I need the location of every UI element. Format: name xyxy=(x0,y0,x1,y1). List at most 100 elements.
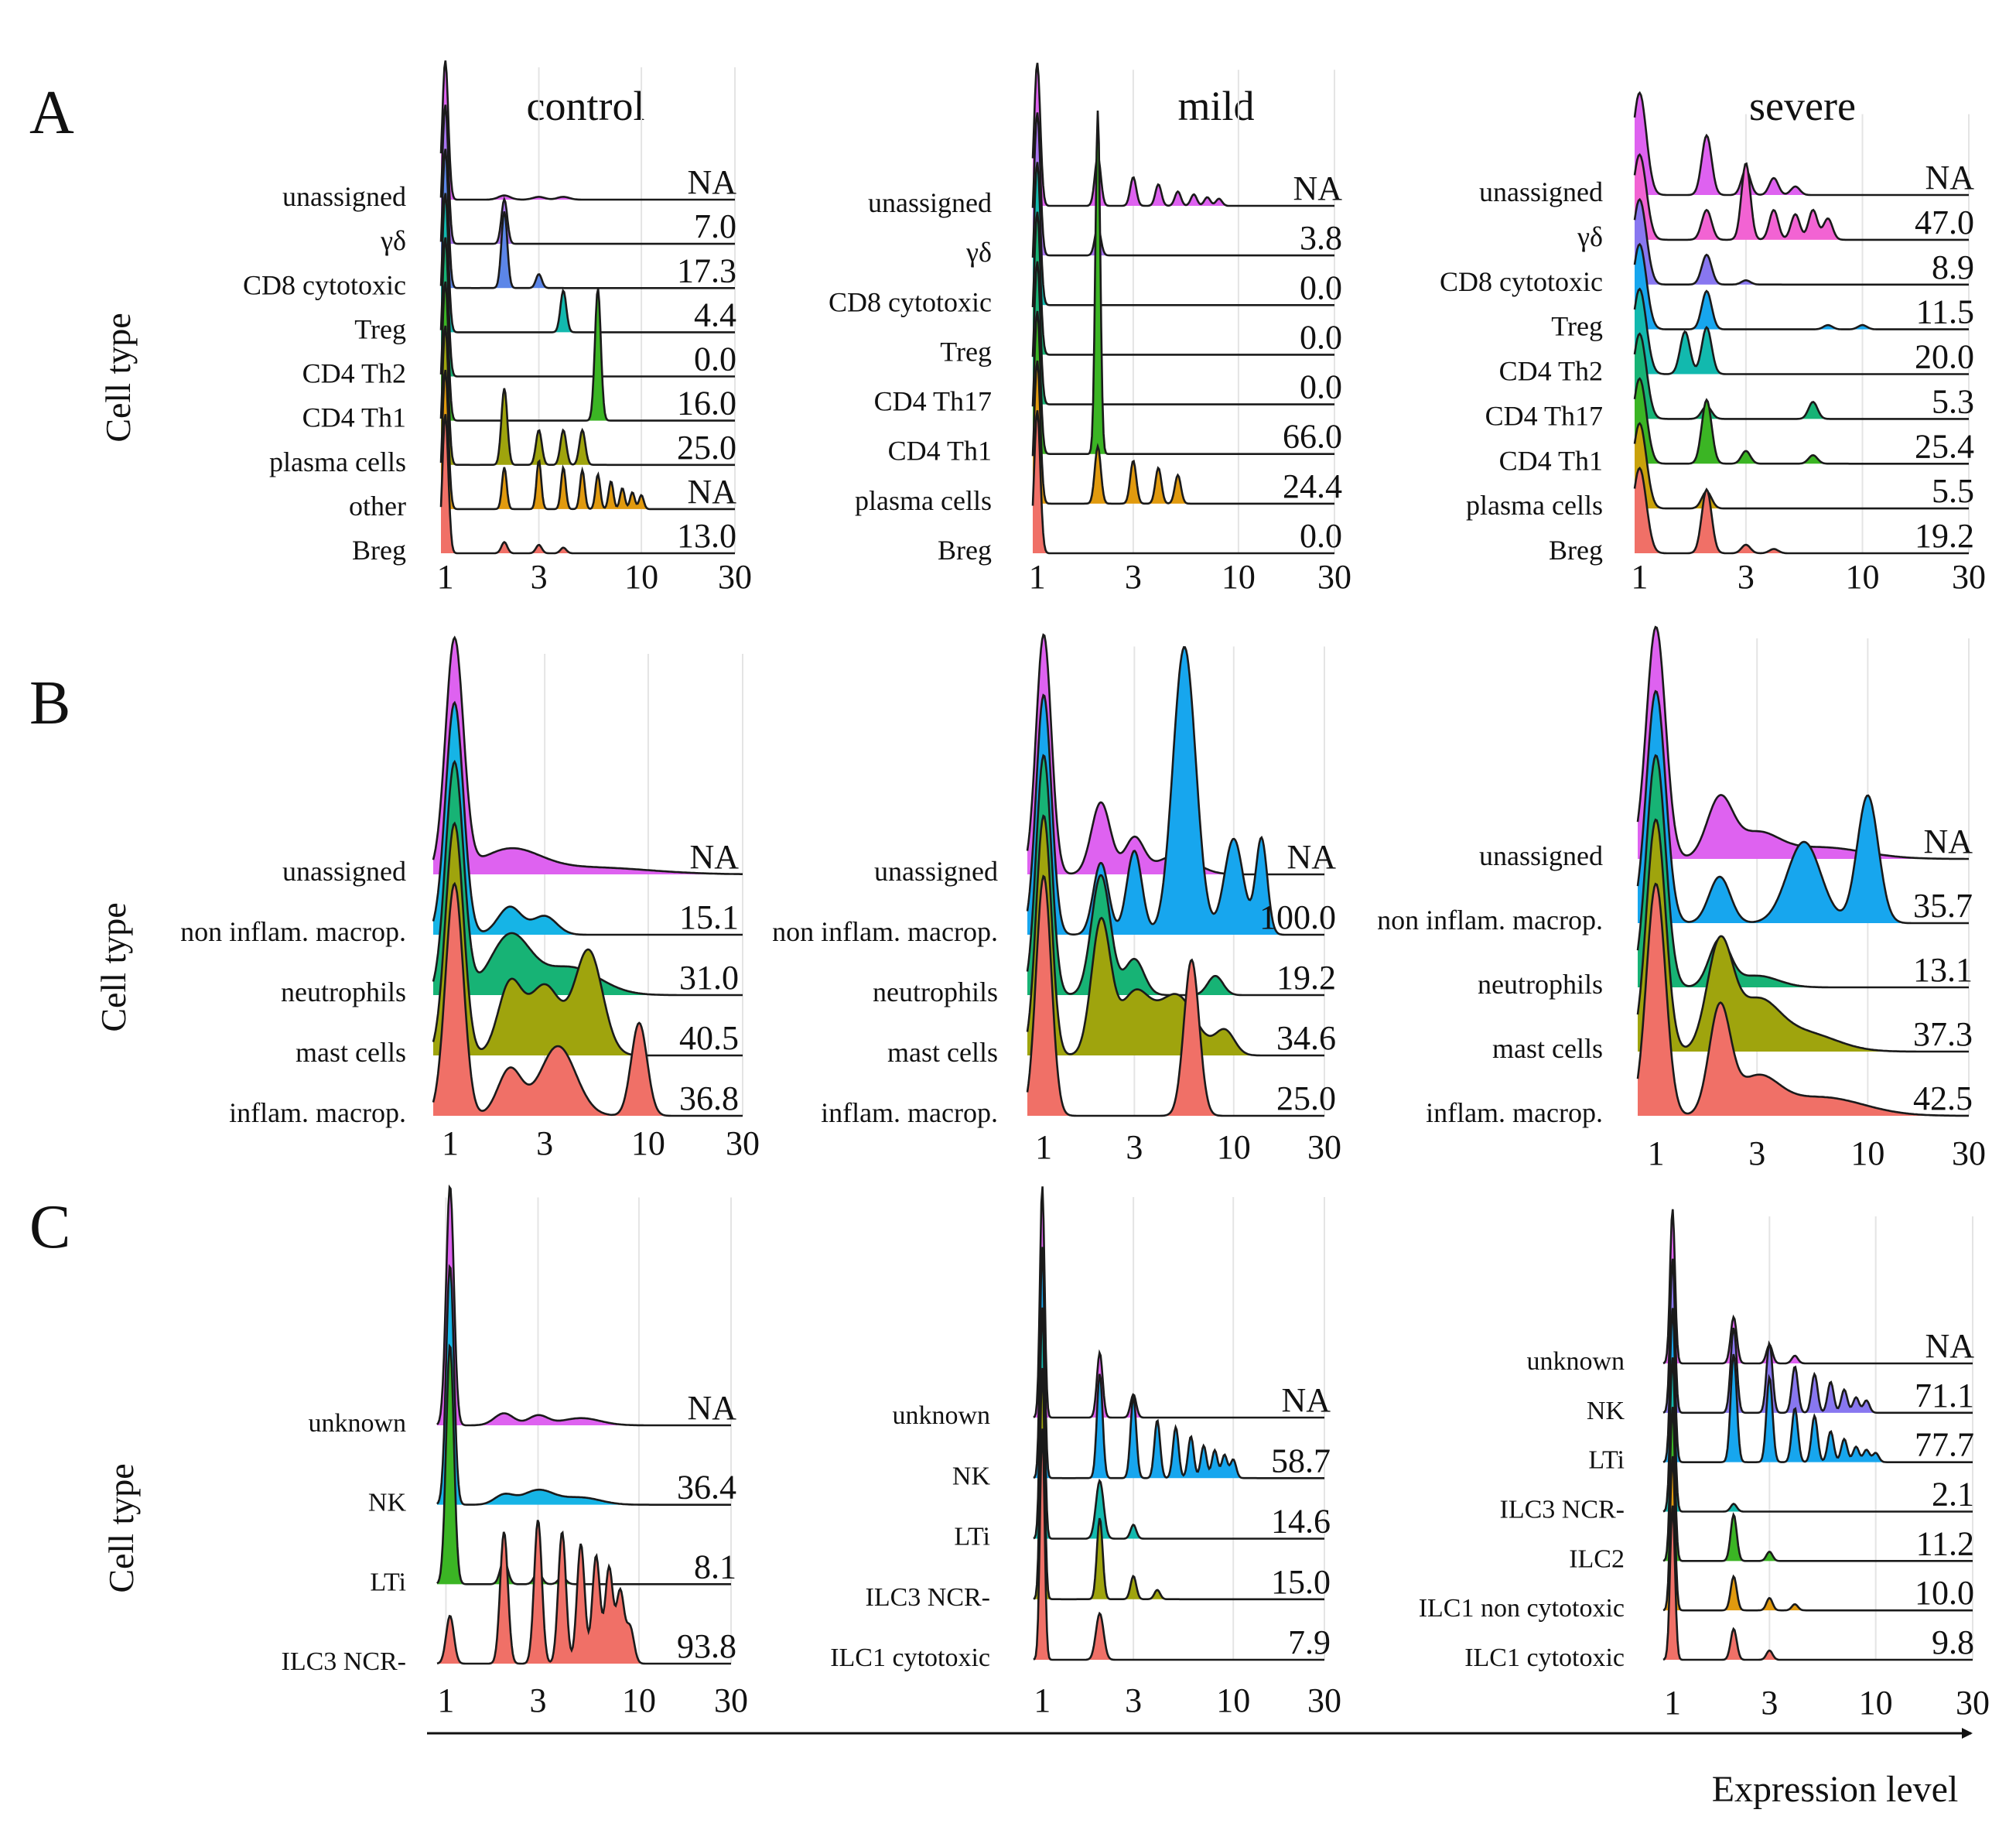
density-outline xyxy=(1636,818,1969,1053)
tick-label: 10 xyxy=(1859,1684,1893,1722)
tick-label: 30 xyxy=(1952,1134,1986,1172)
row-label: inflam. macrop. xyxy=(821,1097,998,1128)
tick-label: 30 xyxy=(1956,1684,1990,1722)
column-title-control: control xyxy=(527,83,645,129)
row-value: 15.0 xyxy=(1271,1563,1331,1601)
row-value: 36.8 xyxy=(679,1079,739,1117)
row-label: non inflam. macrop. xyxy=(180,916,406,947)
density-outline xyxy=(1633,332,1969,420)
density-outline xyxy=(1031,261,1334,405)
row-value: 5.5 xyxy=(1932,472,1974,510)
row-label: Breg xyxy=(938,535,992,566)
row-value: NA xyxy=(687,1389,736,1427)
row-value: 19.2 xyxy=(1276,959,1336,997)
chart-c-mild: unknown NA NK 58.7 LTi 14.6 ILC3 NCR- 15.0 ILC1 … xyxy=(830,1186,1341,1719)
panel-letter-c: C xyxy=(29,1193,70,1261)
row-label: CD4 Th2 xyxy=(1499,356,1603,387)
density-outline xyxy=(432,700,743,936)
row-label: neutrophils xyxy=(1478,969,1603,1000)
row-label: CD4 Th1 xyxy=(302,402,406,433)
row-value: 11.5 xyxy=(1916,293,1974,331)
row-value: 36.4 xyxy=(677,1469,736,1507)
row-label: LTi xyxy=(954,1523,990,1551)
row-label: CD8 cytotoxic xyxy=(829,286,992,317)
tick-label: 1 xyxy=(1035,1128,1052,1166)
row-value: 47.0 xyxy=(1915,204,1974,241)
tick-label: 1 xyxy=(1664,1684,1681,1722)
row-value: 14.6 xyxy=(1271,1503,1331,1541)
row-label: Treg xyxy=(940,336,992,367)
y-axis-label-c: Cell type xyxy=(101,1463,141,1592)
row-value: 9.8 xyxy=(1932,1623,1974,1661)
density-outline xyxy=(1026,874,1324,1117)
row-value: 93.8 xyxy=(677,1627,736,1665)
row-value: NA xyxy=(1293,169,1342,207)
row-label: CD4 Th17 xyxy=(1485,400,1603,431)
density-fill xyxy=(1638,627,1969,859)
row-value: 0.0 xyxy=(1300,269,1342,306)
row-value: 8.9 xyxy=(1932,248,1974,286)
chart-a-control: unassigned NA γδ 7.0 CD8 cytotoxic 17.3 Treg 4.… xyxy=(243,60,752,596)
tick-label: 3 xyxy=(531,558,548,596)
column-title-severe: severe xyxy=(1749,83,1856,129)
row-value: 24.4 xyxy=(1283,467,1342,505)
density-fill xyxy=(1638,691,1969,923)
row-value: NA xyxy=(687,163,736,201)
row-value: NA xyxy=(1925,159,1974,197)
row-value: 8.1 xyxy=(694,1548,736,1585)
density-outline xyxy=(1636,689,1969,925)
row-label: unassigned xyxy=(1479,176,1603,207)
density-outline xyxy=(432,821,743,1057)
row-value: 7.9 xyxy=(1288,1623,1331,1661)
row-value: 37.3 xyxy=(1913,1015,1973,1053)
row-value: 4.4 xyxy=(694,296,736,334)
density-outline xyxy=(1636,882,1969,1117)
y-axis-label-a: Cell type xyxy=(98,313,138,442)
row-label: NK xyxy=(1587,1397,1625,1425)
density-outline xyxy=(1662,1357,1973,1513)
row-label: ILC3 NCR- xyxy=(866,1583,991,1612)
row-label: neutrophils xyxy=(873,977,998,1007)
row-label: mast cells xyxy=(296,1037,406,1068)
row-label: ILC1 cytotoxic xyxy=(830,1644,990,1672)
row-label: non inflam. macrop. xyxy=(772,916,998,947)
tick-label: 1 xyxy=(1034,1681,1051,1719)
chart-a-mild: unassigned NA γδ 3.8 CD8 cytotoxic 0.0 Treg 0.0… xyxy=(829,63,1351,596)
density-fill xyxy=(1027,876,1324,1116)
tick-label: 10 xyxy=(1216,1681,1250,1719)
tick-label: 3 xyxy=(1126,1128,1143,1166)
density-fill xyxy=(433,884,743,1116)
density-outline xyxy=(1031,211,1334,356)
row-label: Breg xyxy=(352,535,406,566)
density-outline xyxy=(1662,1407,1973,1562)
row-label: unknown xyxy=(892,1401,990,1430)
density-fill xyxy=(1033,110,1334,454)
tick-label: 10 xyxy=(624,558,658,596)
row-label: ILC1 cytotoxic xyxy=(1464,1644,1625,1672)
row-value: NA xyxy=(1925,1327,1974,1365)
row-label: unassigned xyxy=(282,181,406,212)
density-outline xyxy=(1633,287,1969,375)
density-outline xyxy=(1633,152,1969,241)
tick-label: 1 xyxy=(1631,558,1648,596)
column-title-mild: mild xyxy=(1177,83,1254,129)
row-value: 71.1 xyxy=(1915,1377,1974,1414)
density-outline xyxy=(1636,625,1969,860)
tick-label: 30 xyxy=(1307,1128,1341,1166)
density-outline xyxy=(1633,197,1969,286)
density-outline xyxy=(1633,242,1969,330)
row-value: 35.7 xyxy=(1913,887,1973,925)
tick-label: 30 xyxy=(1317,558,1351,596)
tick-label: 1 xyxy=(1029,558,1046,596)
row-value: 7.0 xyxy=(694,207,736,245)
y-axis-label-b: Cell type xyxy=(94,902,133,1031)
density-outline xyxy=(1662,1258,1973,1414)
density-outline xyxy=(1636,754,1969,989)
density-outline xyxy=(432,881,743,1117)
density-outline xyxy=(439,369,735,511)
density-outline xyxy=(1031,410,1334,555)
density-fill xyxy=(1033,112,1334,256)
row-label: Treg xyxy=(354,313,406,344)
tick-label: 3 xyxy=(1738,558,1755,596)
density-outline xyxy=(1026,646,1324,936)
